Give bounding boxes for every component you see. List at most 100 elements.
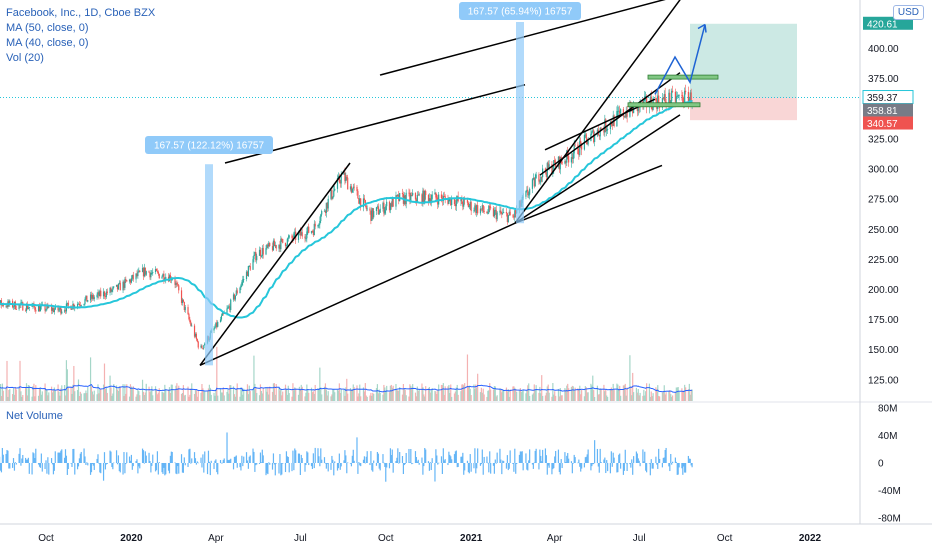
candle xyxy=(252,256,254,270)
candle xyxy=(254,251,256,256)
candle-body xyxy=(662,98,664,99)
candle-body xyxy=(512,215,514,217)
volume-bar xyxy=(208,384,210,401)
candle xyxy=(187,304,189,315)
candle xyxy=(370,210,372,225)
net-volume-bar xyxy=(408,448,410,463)
net-volume-bar xyxy=(428,463,430,471)
measure-label-1: 167.57 (122.12%) 16757 xyxy=(154,141,265,152)
net-volume-bar xyxy=(371,463,373,471)
volume-bar xyxy=(691,389,693,401)
net-volume-bar xyxy=(269,463,271,465)
net-volume-bar xyxy=(496,452,498,463)
volume-bar xyxy=(573,391,575,401)
candle-body xyxy=(118,282,120,284)
candle xyxy=(594,131,596,147)
legend-symbol[interactable]: Facebook, Inc., 1D, Cboe BZX xyxy=(6,7,156,19)
volume-bar xyxy=(441,385,443,401)
volume-bar xyxy=(312,391,314,401)
net-volume-bar xyxy=(333,463,335,476)
candle xyxy=(77,302,80,305)
candle-body xyxy=(531,179,534,189)
candle-body xyxy=(378,212,380,215)
candle-body xyxy=(130,278,133,283)
net-volume-bar xyxy=(581,463,583,469)
net-volume-bar xyxy=(308,463,310,466)
net-volume-title[interactable]: Net Volume xyxy=(6,410,63,422)
candle-body xyxy=(624,115,626,118)
volume-bar xyxy=(377,393,379,401)
net-volume-bar xyxy=(73,448,75,463)
net-volume-bar xyxy=(63,457,66,463)
volume-bar xyxy=(163,392,165,401)
net-volume-bar xyxy=(545,455,547,463)
candle xyxy=(155,268,158,272)
net-volume-bar xyxy=(362,459,365,463)
net-volume-bar xyxy=(170,451,172,463)
volume-bar xyxy=(0,396,3,401)
net-volume-bar xyxy=(132,463,134,467)
volume-bar xyxy=(66,369,68,401)
candle xyxy=(584,131,586,138)
volume-bar xyxy=(509,389,511,401)
support-box xyxy=(627,102,701,108)
net-volume-bar xyxy=(514,448,516,463)
volume-bar xyxy=(209,387,211,401)
volume-bar xyxy=(683,390,685,401)
net-volume-bar xyxy=(242,463,244,467)
candle-body xyxy=(230,299,232,311)
candle-body xyxy=(83,303,85,306)
volume-bar xyxy=(464,383,466,401)
candle xyxy=(369,206,371,215)
volume-bar xyxy=(347,393,349,401)
volume-bar xyxy=(320,387,322,401)
legend-vol[interactable]: Vol (20) xyxy=(6,52,44,64)
candle xyxy=(353,183,355,191)
volume-bar xyxy=(401,394,404,401)
net-volume-bar xyxy=(525,453,527,463)
candle xyxy=(386,197,388,211)
candle-body xyxy=(240,285,242,288)
volume-bar xyxy=(217,395,219,401)
candle-body xyxy=(657,95,659,109)
volume-bar xyxy=(512,386,514,401)
volume-bar xyxy=(256,392,258,401)
net-volume-bar xyxy=(553,463,555,469)
volume-bar xyxy=(382,394,384,401)
net-volume-bar xyxy=(0,463,3,473)
candle xyxy=(443,191,445,197)
currency-button[interactable]: USD xyxy=(892,5,924,20)
candle-body xyxy=(347,177,349,190)
candle xyxy=(306,227,308,243)
volume-bar xyxy=(275,383,277,401)
net-volume-bar xyxy=(123,452,125,463)
candle-body xyxy=(349,186,352,190)
volume-bar xyxy=(566,385,568,401)
candle xyxy=(98,290,100,300)
candle-body xyxy=(190,321,192,326)
net-volume-bar xyxy=(161,463,163,473)
volume-bar xyxy=(332,389,334,401)
candle-body xyxy=(268,242,270,247)
net-volume-bar xyxy=(443,460,445,463)
volume-bar xyxy=(171,384,173,401)
net-volume-bar xyxy=(396,457,398,463)
volume-bar xyxy=(253,355,255,401)
candle-body xyxy=(580,140,582,144)
legend-ma40[interactable]: MA (40, close, 0) xyxy=(6,37,89,49)
net-volume-bar xyxy=(235,455,237,463)
legend-ma50[interactable]: MA (50, close, 0) xyxy=(6,22,89,34)
candle xyxy=(331,188,333,201)
net-volume-bar xyxy=(87,463,89,466)
volume-bar xyxy=(301,386,303,401)
net-volume-bar xyxy=(506,455,508,463)
net-volume-bar xyxy=(383,462,385,464)
candle xyxy=(304,234,306,243)
candle-body xyxy=(184,307,186,311)
net-volume-bar xyxy=(210,460,212,463)
net-volume-bar xyxy=(561,463,563,469)
candle-body xyxy=(99,290,101,297)
net-volume-bar xyxy=(564,452,566,463)
volume-bar xyxy=(60,388,62,401)
